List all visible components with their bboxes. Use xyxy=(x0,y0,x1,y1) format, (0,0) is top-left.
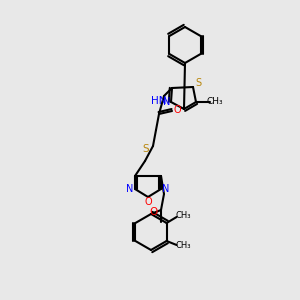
Text: CH₃: CH₃ xyxy=(207,98,223,106)
Text: S: S xyxy=(195,78,201,88)
Text: O: O xyxy=(150,207,158,217)
Text: HN: HN xyxy=(151,96,167,106)
Text: N: N xyxy=(126,184,134,194)
Text: CH₃: CH₃ xyxy=(176,241,191,250)
Text: N: N xyxy=(163,97,171,107)
Text: O: O xyxy=(144,197,152,207)
Text: CH₃: CH₃ xyxy=(176,212,191,220)
Text: N: N xyxy=(162,184,170,194)
Text: S: S xyxy=(143,144,149,154)
Text: O: O xyxy=(173,105,181,115)
